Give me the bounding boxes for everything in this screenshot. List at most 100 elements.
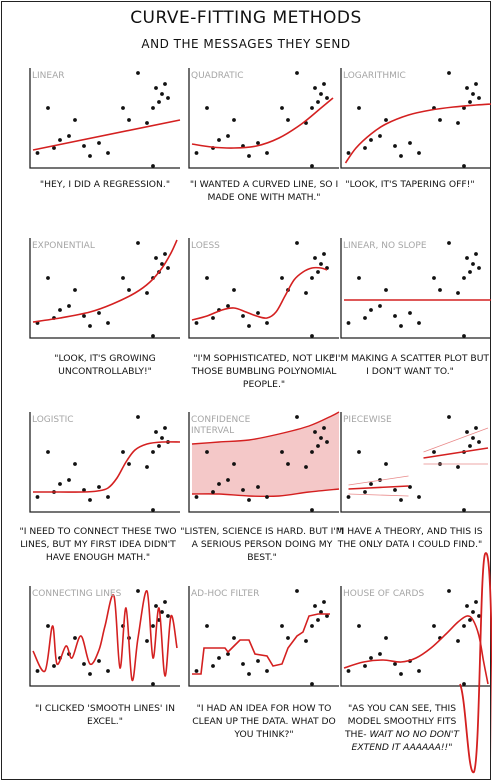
panel-label: HOUSE OF CARDS [343,589,425,599]
data-point [247,154,251,158]
data-point [313,604,317,608]
data-point [127,118,131,122]
data-point [160,436,164,440]
data-point [378,304,382,308]
data-point [432,624,436,628]
data-point [241,662,245,666]
data-point [205,624,209,628]
data-point [438,118,442,122]
chart-linear-no-slope [340,238,491,339]
axes [340,586,491,687]
data-point [163,426,167,430]
data-point [145,639,149,643]
caption-house-of-cards-tail: WAIT NO NO DON'T EXTEND IT AAAAAA!!" [351,729,460,753]
caption-linear-no-slope: "I'M MAKING A SCATTER PLOT BUT I DON'T W… [330,353,490,377]
data-point [357,106,361,110]
data-point [319,436,323,440]
data-point [369,308,373,312]
data-point [384,288,388,292]
chart-linear [29,68,181,169]
panel-piecewise: PIECEWISE [340,412,491,513]
data-point [432,276,436,280]
data-point [73,462,77,466]
data-point [226,304,230,308]
data-point [462,682,466,686]
data-point [295,71,299,75]
caption-confidence-interval: "LISTEN, SCIENCE IS HARD. BUT I'M A SERI… [180,526,344,563]
data-point [205,106,209,110]
data-point [73,636,77,640]
upper-bound-line [191,411,340,445]
caption-house-of-cards: "AS YOU CAN SEE, THIS MODEL SMOOTHLY FIT… [337,702,467,754]
data-point [145,291,149,295]
data-point [471,92,475,96]
data-point [280,106,284,110]
data-point [58,308,62,312]
comic-subtitle: AND THE MESSAGES THEY SEND [141,37,351,51]
data-point [82,314,86,318]
data-point [477,614,481,618]
data-point [136,71,140,75]
confidence-band [192,412,339,497]
data-point [456,639,460,643]
data-point [151,106,155,110]
data-point [217,482,221,486]
data-point [151,624,155,628]
panel-label: LINEAR, NO SLOPE [343,241,427,251]
data-point [166,96,170,100]
data-point [408,141,412,145]
data-point [310,624,314,628]
data-point [313,86,317,90]
data-point [217,138,221,142]
axes [29,68,180,169]
data-point [82,662,86,666]
panel-connecting-lines: CONNECTING LINES [29,586,180,687]
data-point [217,656,221,660]
data-point [325,614,329,618]
data-point [304,639,308,643]
fit-curve [32,441,181,493]
chart-confidence-interval [188,411,340,513]
data-point [447,71,451,75]
caption-ad-hoc-filter: "I HAD AN IDEA FOR HOW TO CLEAN UP THE D… [192,703,336,740]
data-point [313,256,317,260]
data-point [136,415,140,419]
panel-ad-hoc-filter: AD-HOC FILTER [188,586,339,687]
data-point [154,86,158,90]
data-point [477,440,481,444]
data-point [151,508,155,512]
data-point [447,415,451,419]
data-point [194,669,199,673]
panel-label: QUADRATIC [191,71,244,81]
data-point [97,141,101,145]
piece-bound [348,493,409,497]
data-point [432,450,436,454]
data-point [226,478,230,482]
fit-curve [191,97,334,149]
data-point [462,164,466,168]
data-point [393,488,397,492]
chart-logistic [29,412,181,513]
data-point [286,462,290,466]
data-point [346,321,351,325]
data-point [417,495,421,499]
data-point [462,508,466,512]
chart-connecting-lines [29,586,180,687]
data-point [462,106,466,110]
data-point [160,610,164,614]
data-point [319,262,323,266]
filter-curve [192,613,330,675]
data-point [121,276,125,280]
data-point [369,482,373,486]
data-point [438,288,442,292]
fit-curve [32,239,178,323]
lower-bound-line [191,488,340,498]
data-point [35,669,40,673]
data-point [145,121,149,125]
data-point [465,86,469,90]
data-point [163,82,167,86]
data-point [205,276,209,280]
data-point [357,276,361,280]
data-point [384,636,388,640]
